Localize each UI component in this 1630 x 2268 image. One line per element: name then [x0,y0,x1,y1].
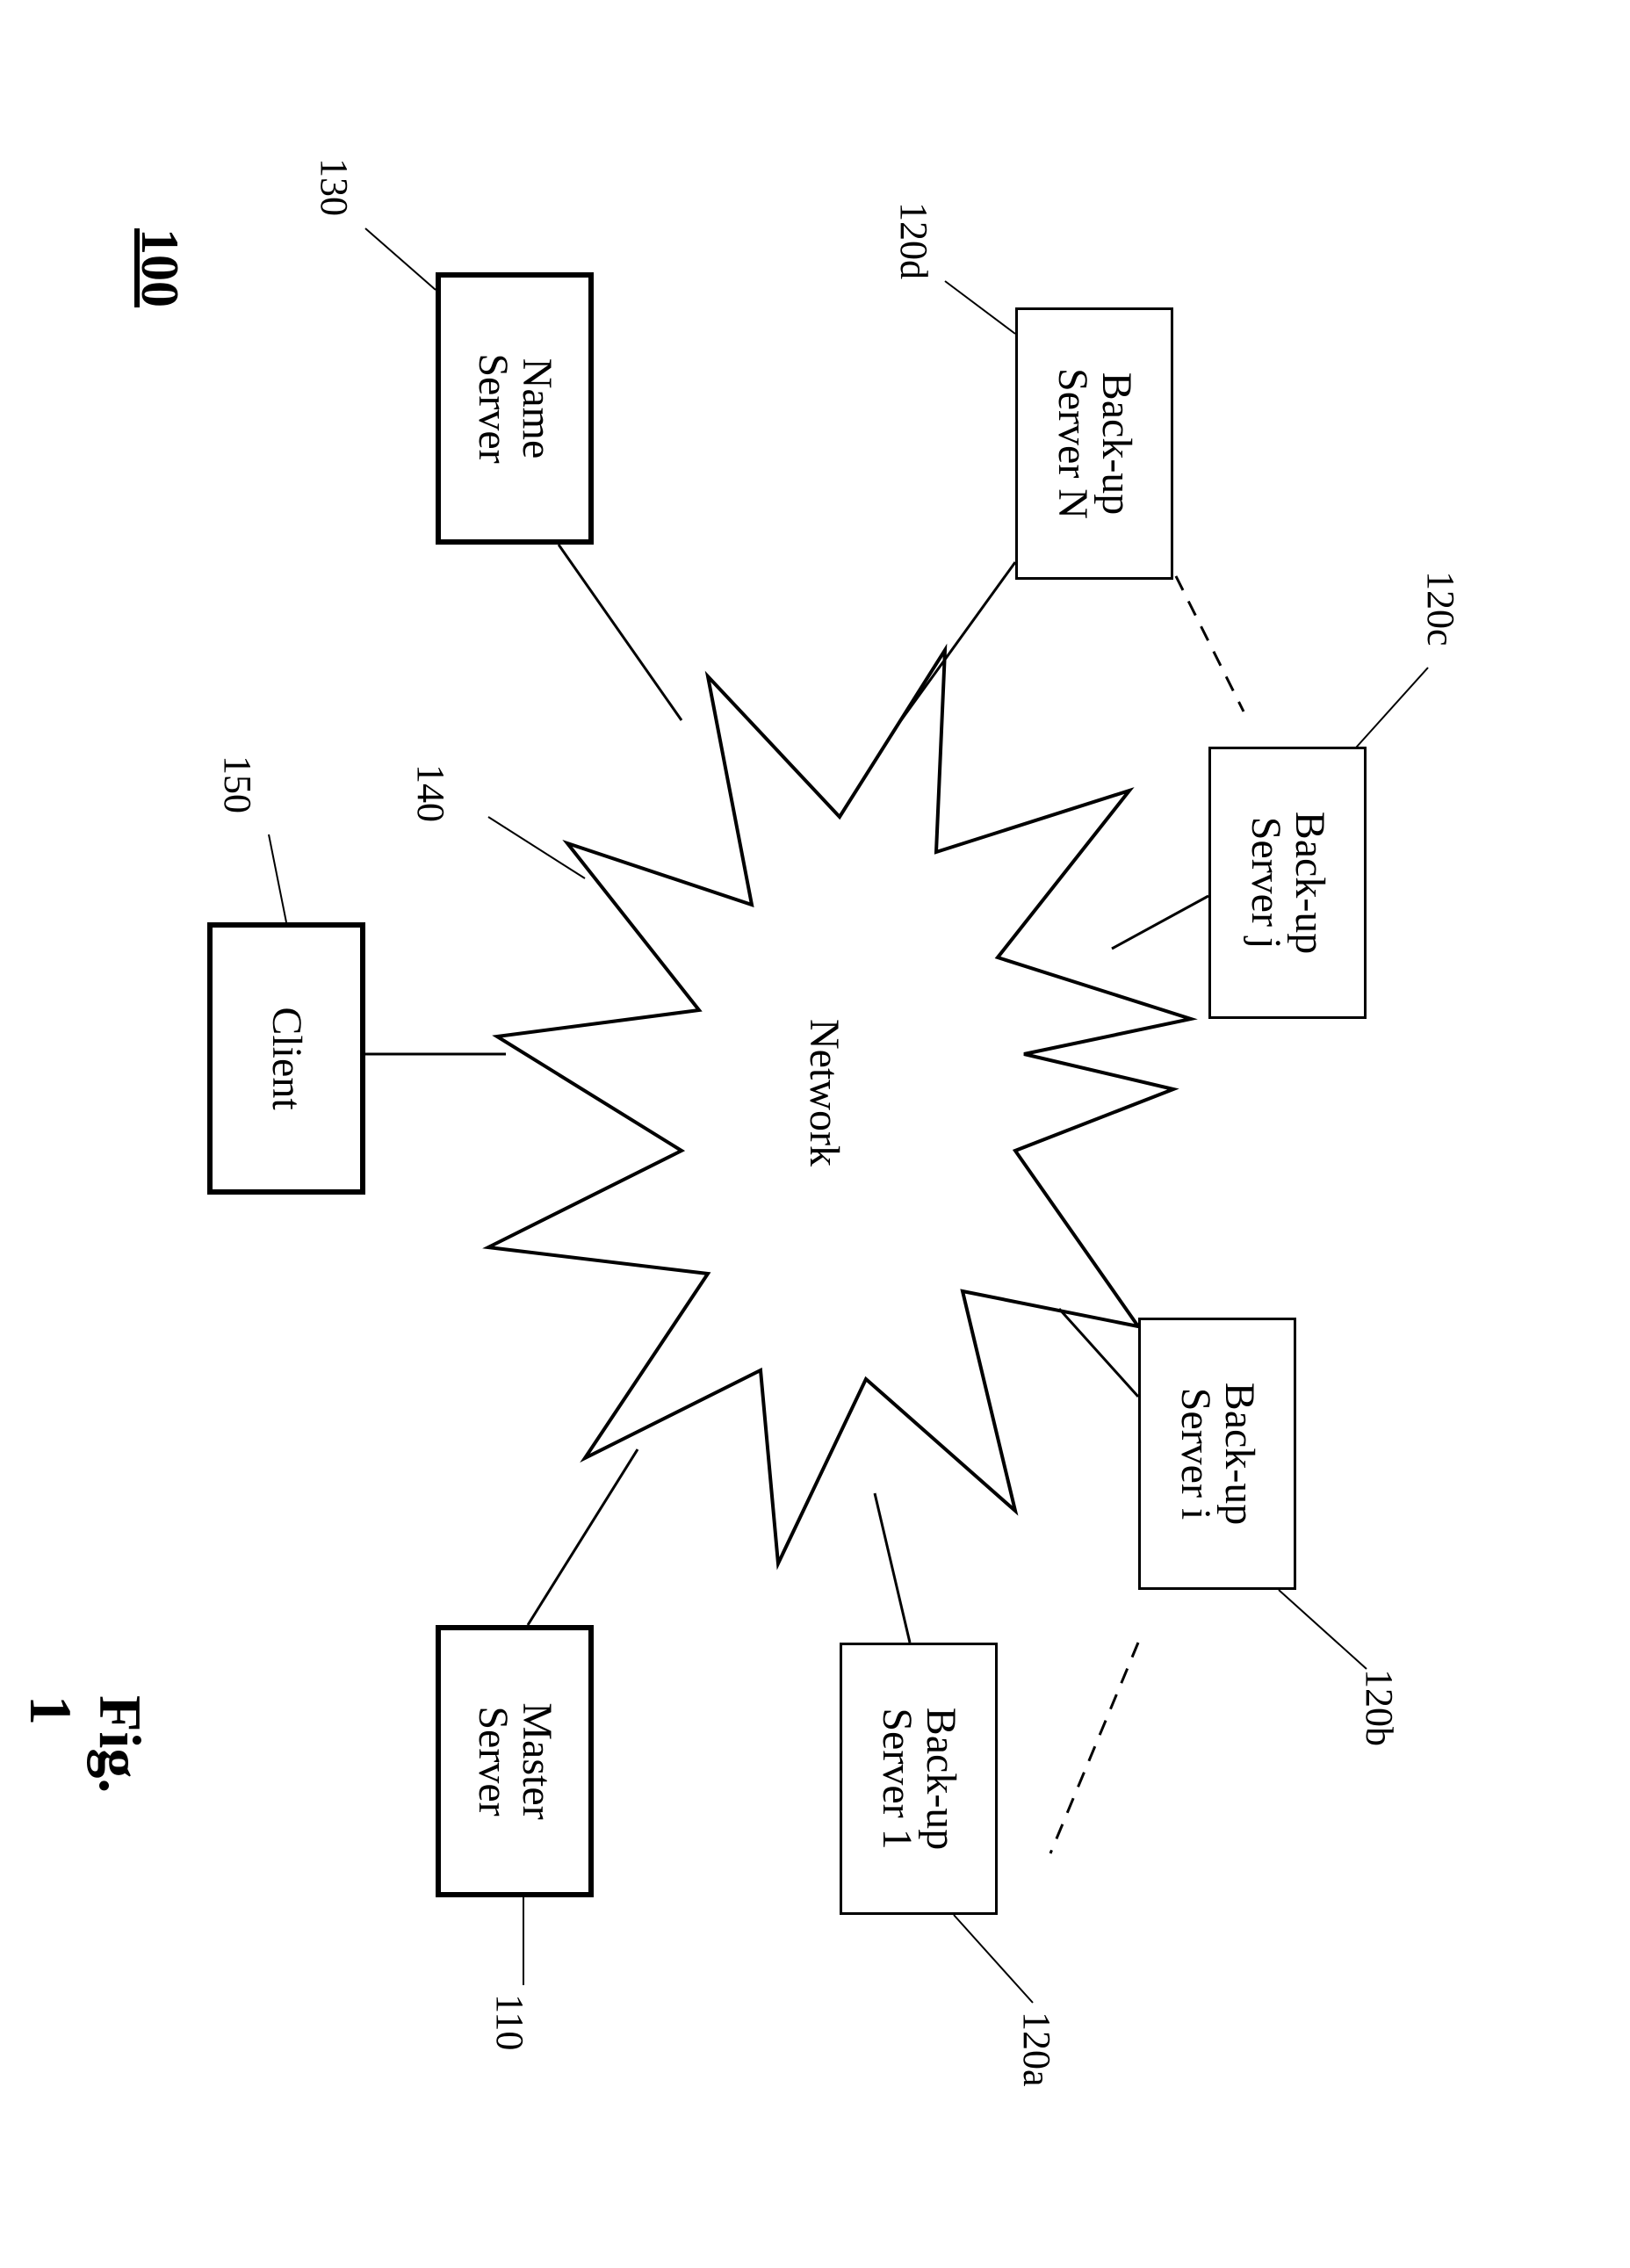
ref-network: 140 [408,764,453,822]
node-name: Name Server [436,272,594,545]
ref-backupi: 120b [1357,1669,1402,1746]
node-label-backup1: Back-up Server 1 [875,1708,963,1851]
rotated-stage: Master Server110Back-up Server 1120aBack… [0,0,1630,1630]
node-master: Master Server [436,1625,594,1897]
node-backup1: Back-up Server 1 [840,1643,998,1915]
node-backupi: Back-up Server i [1138,1318,1296,1590]
node-label-backupi: Back-up Server i [1173,1383,1262,1526]
leader-name [365,228,436,290]
node-label-name: Name Server [471,353,559,463]
node-label-client: Client [264,1007,308,1109]
ref-master: 110 [487,1994,532,2050]
figure-title: Fig. 1 [16,1695,155,1793]
leader-backupj [1349,668,1428,755]
ref-client: 150 [215,755,260,813]
node-backupN: Back-up Server N [1015,307,1173,580]
spoke-master [528,1449,638,1625]
node-backupj: Back-up Server j [1208,747,1367,1019]
spoke-backupN [901,562,1015,720]
ref-backupN: 120d [891,202,936,279]
leader-backupi [1279,1590,1367,1669]
dashed-arc-0 [1050,1643,1138,1853]
figure-number: 100 [129,228,190,307]
spoke-backupj [1112,896,1208,949]
spoke-backup1 [875,1493,910,1643]
ref-backup1: 120a [1014,2012,1059,2087]
node-label-backupj: Back-up Server j [1244,812,1332,955]
leader-backupN [945,281,1015,334]
node-label-master: Master Server [471,1702,559,1819]
spoke-name [559,545,682,720]
node-label-backupN: Back-up Server N [1050,368,1139,519]
leader-backup1 [954,1915,1033,2003]
ref-backupj: 120c [1418,571,1463,646]
ref-name: 130 [312,158,357,216]
node-client: Client [207,922,365,1195]
network-label: Network [800,1019,848,1167]
leader-client [269,834,286,922]
